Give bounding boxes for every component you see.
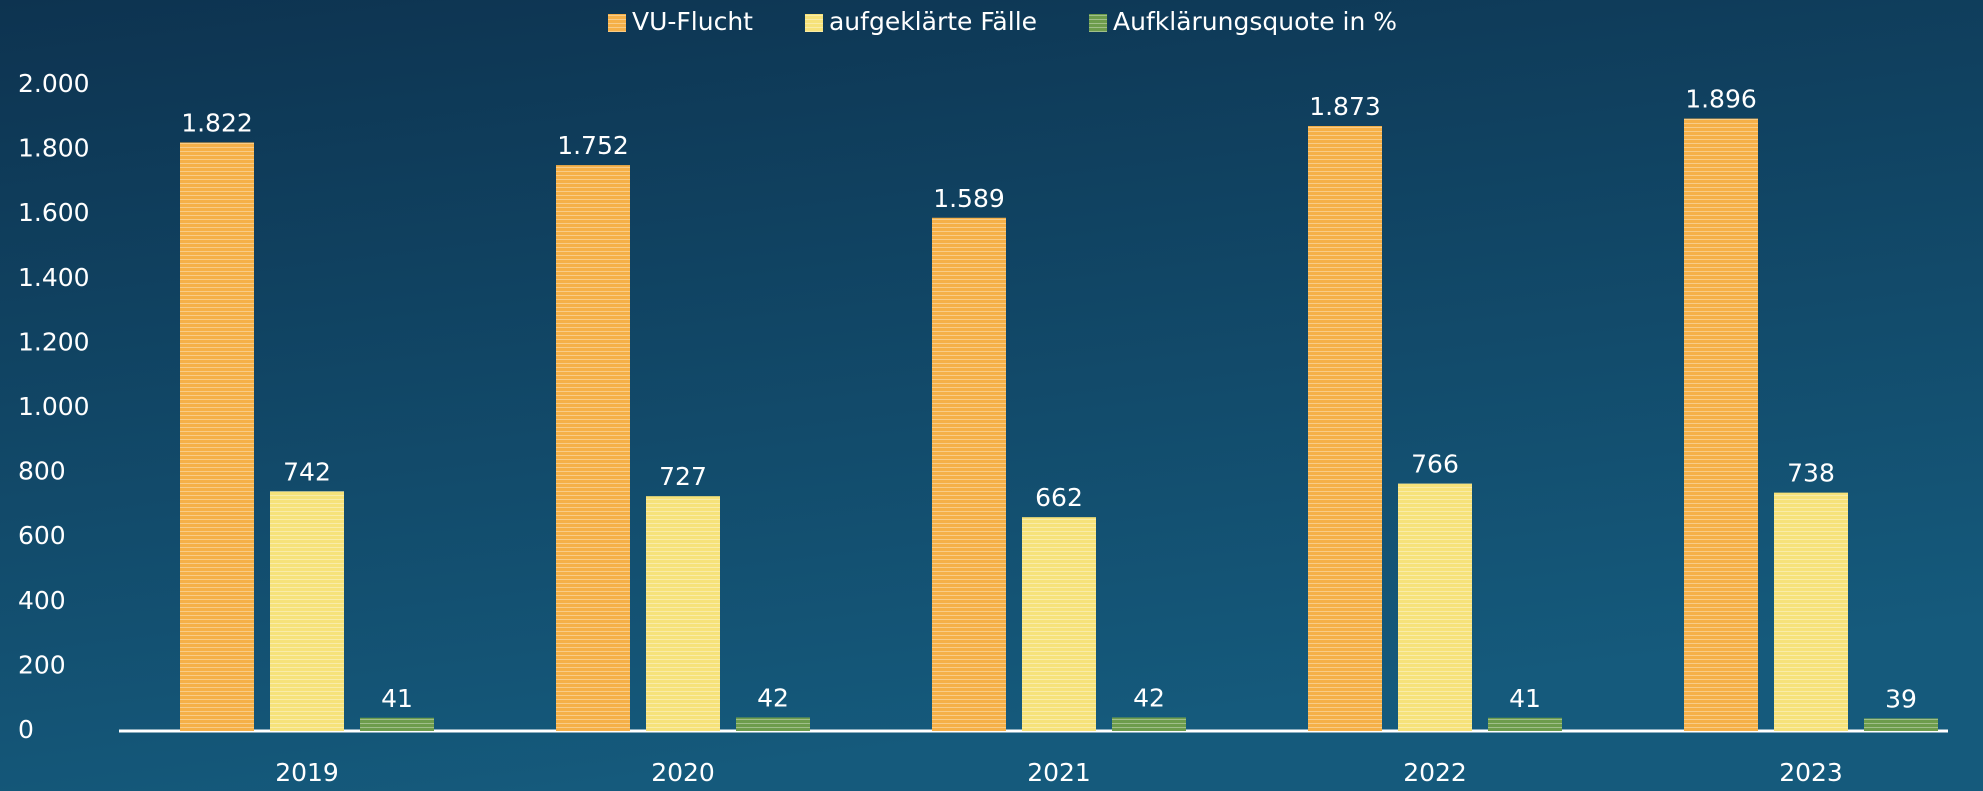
y-tick-label: 1.000 bbox=[18, 392, 90, 421]
data-label: 39 bbox=[1885, 684, 1917, 713]
bar bbox=[646, 496, 720, 731]
bar bbox=[360, 717, 434, 731]
bar bbox=[932, 217, 1006, 732]
bar bbox=[1308, 126, 1382, 731]
legend-item: aufgeklärte Fälle bbox=[804, 7, 1037, 36]
data-label: 727 bbox=[659, 462, 707, 491]
x-tick-label: 2020 bbox=[651, 758, 715, 787]
bar bbox=[1398, 483, 1472, 731]
y-tick-label: 600 bbox=[18, 521, 66, 550]
bar bbox=[556, 165, 630, 731]
data-label: 1.822 bbox=[181, 108, 253, 137]
data-label: 766 bbox=[1411, 450, 1459, 479]
bar bbox=[1112, 717, 1186, 731]
bar bbox=[1488, 717, 1562, 731]
legend-swatch bbox=[608, 14, 626, 32]
data-label: 41 bbox=[1509, 684, 1541, 713]
legend-swatch bbox=[804, 14, 823, 32]
y-tick-label: 200 bbox=[18, 650, 66, 679]
legend-label: Aufklärungsquote in % bbox=[1113, 7, 1397, 36]
data-label: 1.589 bbox=[933, 184, 1005, 213]
x-tick-label: 2021 bbox=[1027, 758, 1091, 787]
x-tick-label: 2023 bbox=[1779, 758, 1843, 787]
data-label: 42 bbox=[757, 683, 789, 712]
x-tick-label: 2019 bbox=[275, 758, 339, 787]
data-label: 742 bbox=[283, 457, 331, 486]
bar bbox=[180, 142, 254, 731]
x-tick-label: 2022 bbox=[1403, 758, 1467, 787]
y-tick-label: 0 bbox=[18, 715, 34, 744]
y-tick-label: 1.600 bbox=[18, 198, 90, 227]
bar bbox=[1774, 492, 1848, 731]
data-label: 738 bbox=[1787, 459, 1835, 488]
legend-item: VU-Flucht bbox=[608, 7, 753, 36]
bar bbox=[1684, 118, 1758, 732]
legend-swatch bbox=[1089, 14, 1108, 32]
data-label: 1.873 bbox=[1309, 92, 1381, 121]
bar bbox=[270, 491, 344, 731]
legend-item: Aufklärungsquote in % bbox=[1089, 7, 1397, 36]
legend-label: aufgeklärte Fälle bbox=[829, 7, 1037, 36]
y-tick-label: 1.200 bbox=[18, 327, 90, 356]
y-tick-label: 2.000 bbox=[18, 69, 90, 98]
data-label: 42 bbox=[1133, 683, 1165, 712]
y-tick-label: 400 bbox=[18, 586, 66, 615]
data-label: 1.752 bbox=[557, 131, 629, 160]
bar bbox=[1864, 718, 1938, 731]
legend-label: VU-Flucht bbox=[632, 7, 753, 36]
bar bbox=[736, 717, 810, 731]
y-tick-label: 1.800 bbox=[18, 134, 90, 163]
data-label: 662 bbox=[1035, 483, 1083, 512]
data-label: 1.896 bbox=[1685, 85, 1757, 114]
y-tick-label: 1.400 bbox=[18, 263, 90, 292]
y-tick-label: 800 bbox=[18, 457, 66, 486]
data-label: 41 bbox=[381, 684, 413, 713]
bar bbox=[1022, 517, 1096, 731]
